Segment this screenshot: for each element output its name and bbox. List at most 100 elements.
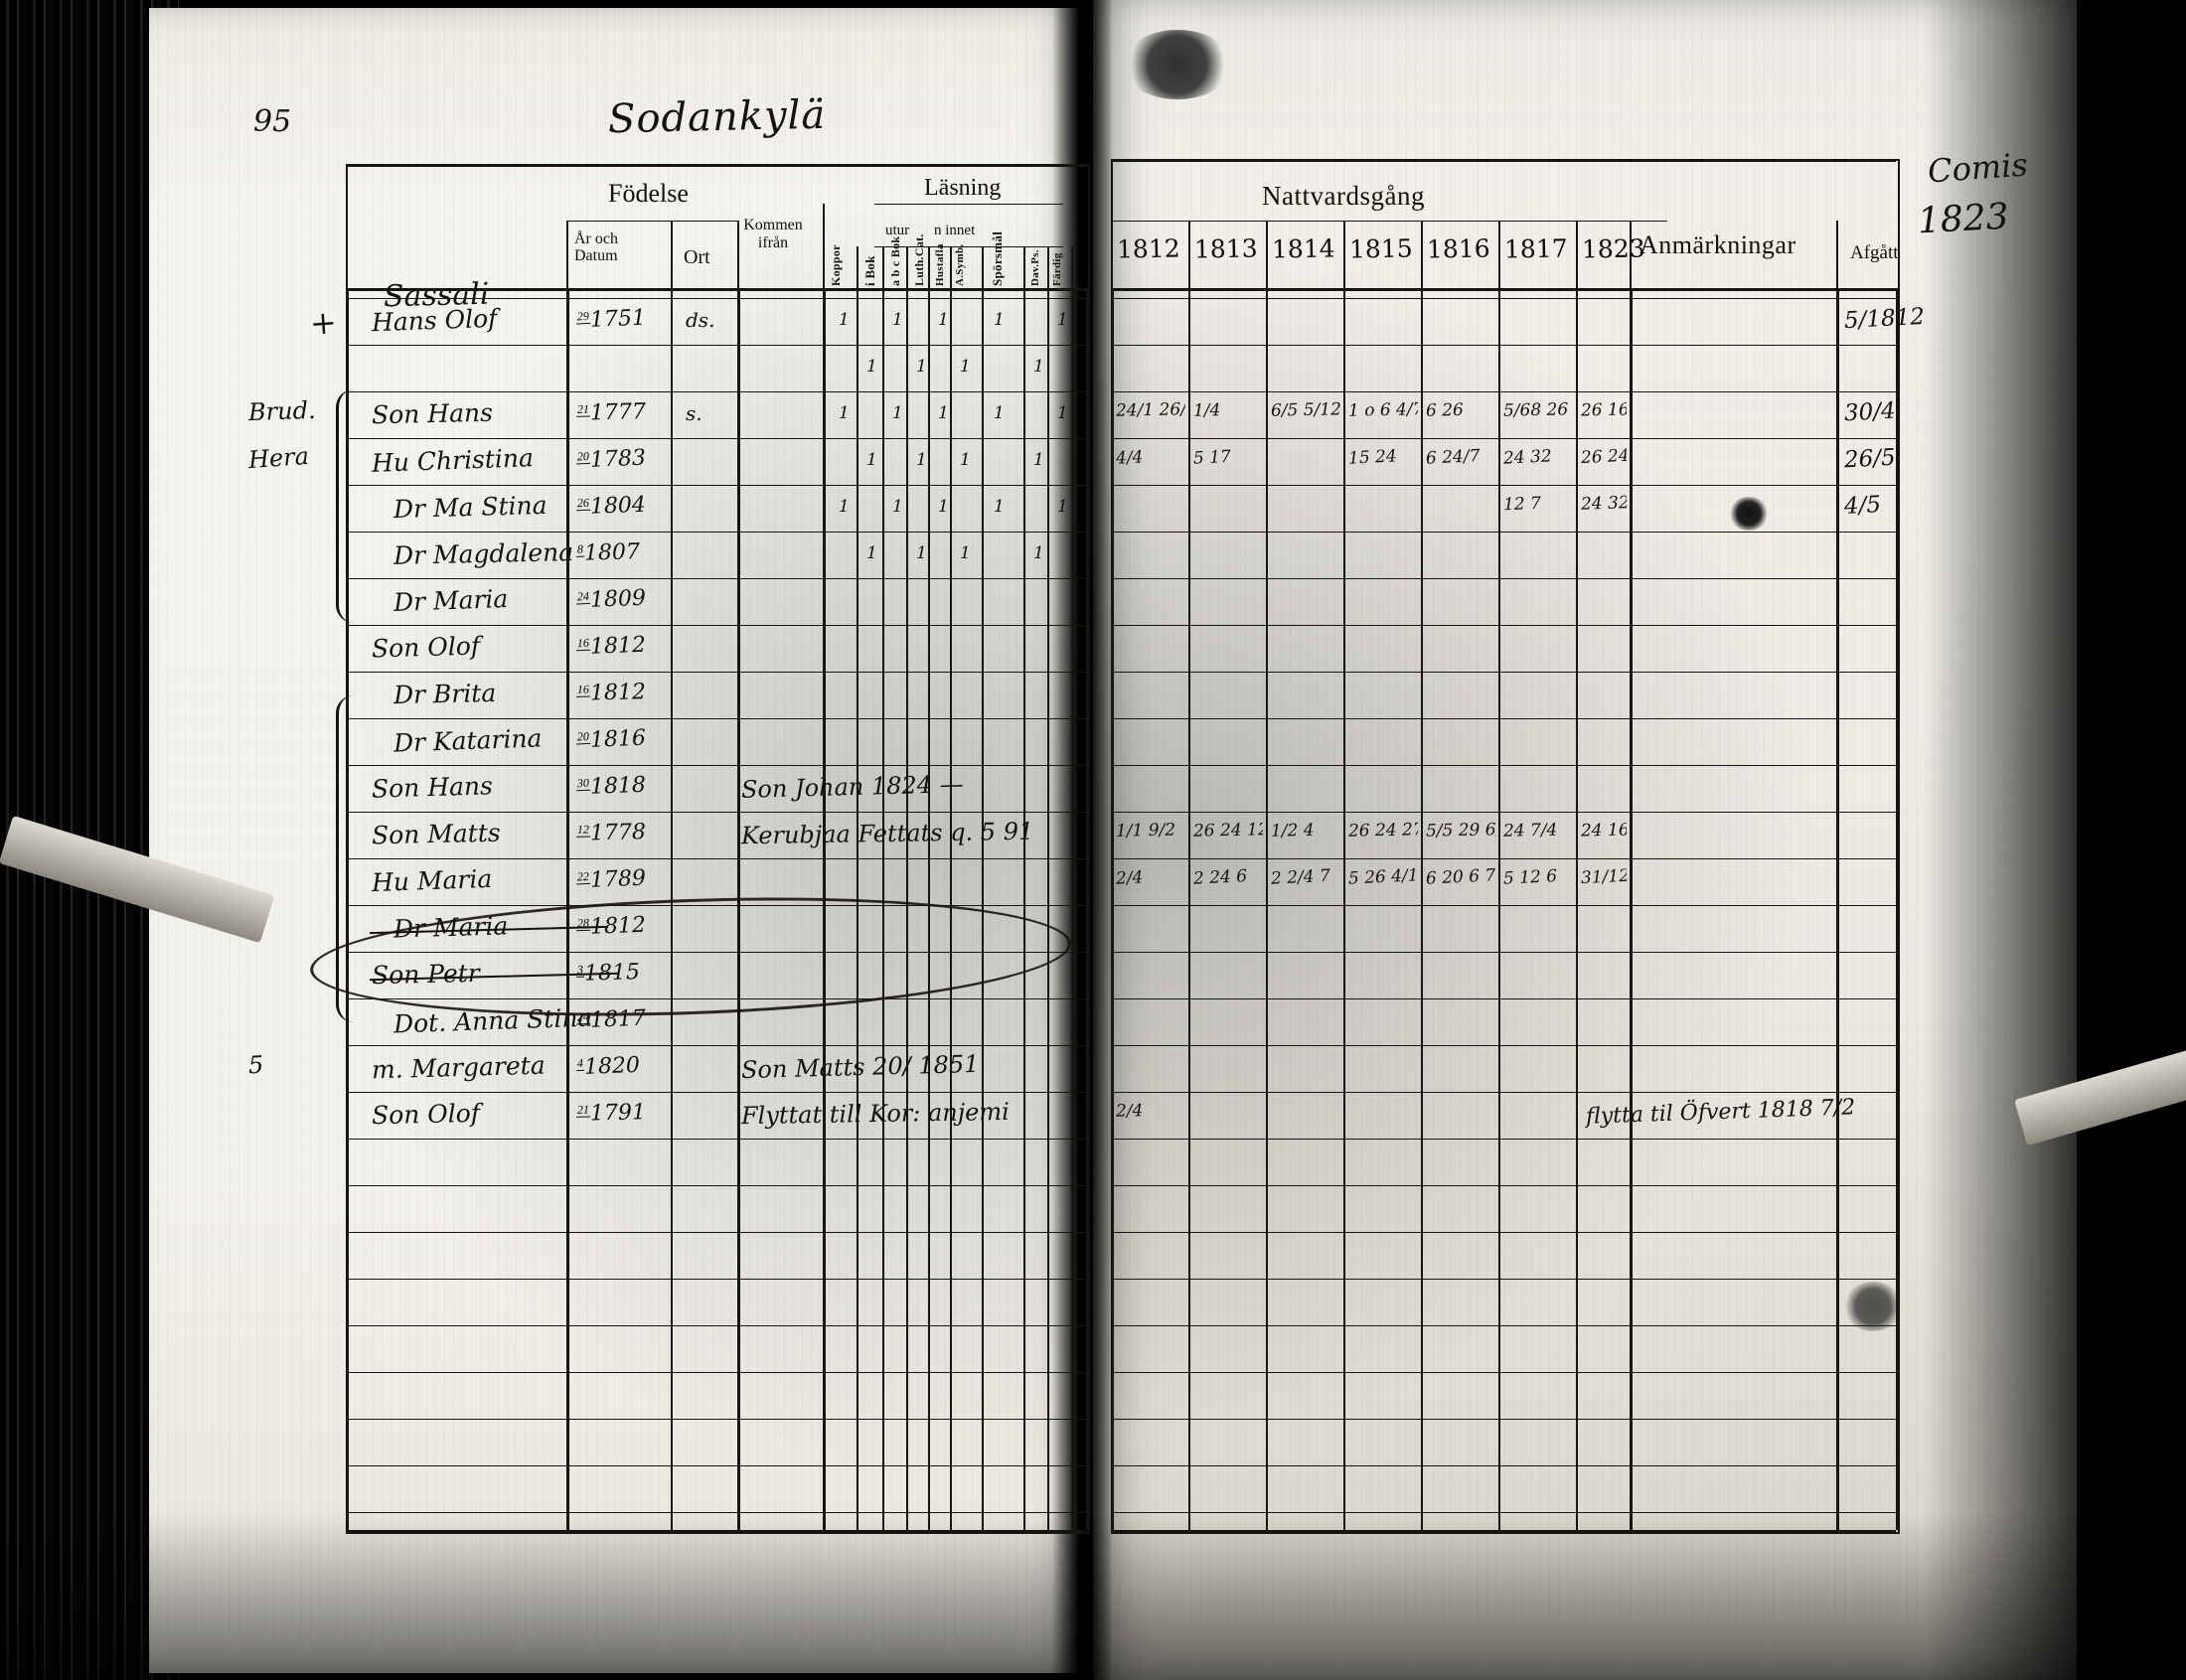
right-row-rule-22 [1111, 1325, 1896, 1327]
left-header-rule-3 [823, 204, 825, 288]
departed-value: 30/4 [1843, 397, 1897, 427]
reading-check-mark: 1 [892, 403, 903, 423]
left-row-rule-3 [346, 438, 1086, 440]
right-row-rule-2 [1111, 391, 1896, 393]
reading-check-mark: 1 [1057, 497, 1068, 517]
header-luth-cat: Luth.Cat. [912, 233, 926, 286]
come-from-value: Flyttat till Kor: anjemi [740, 1097, 1011, 1131]
reading-check-mark: 1 [866, 450, 877, 470]
left-col-rule-5 [857, 288, 859, 1530]
communion-entry: 24 32 [1502, 446, 1553, 469]
hrule-top-right [1111, 159, 1896, 162]
reading-check-mark: 1 [960, 543, 971, 563]
reading-check-mark: 1 [892, 310, 903, 330]
header-i-bok: i Bok [862, 255, 877, 286]
left-row-rule-22 [346, 1325, 1086, 1327]
communion-entry: 15 24 [1347, 446, 1398, 469]
left-header-rule-10 [1023, 246, 1025, 288]
communion-year-header-1814: 1814 [1271, 233, 1335, 264]
right-col-rule-8 [1836, 288, 1839, 1530]
person-name: Hu Christina [371, 443, 535, 478]
come-from-value: Son Johan 1824 — [740, 770, 964, 804]
right-col-rule-3 [1343, 288, 1345, 1530]
right-row-rule-25 [1111, 1465, 1896, 1467]
header-utur: utur [885, 223, 910, 238]
left-col-rule-14 [1086, 288, 1089, 1530]
reading-check-mark: 1 [866, 357, 877, 377]
communion-entry: 26 24 [1580, 445, 1628, 469]
birth-day: 21 [575, 402, 591, 417]
communion-entry: 26 24 12 [1192, 820, 1264, 841]
person-name: Hans Olof [371, 303, 498, 338]
left-col-rule-10 [982, 288, 984, 1530]
left-row-rule-1 [346, 345, 1086, 347]
birth-year: 1807 [583, 539, 641, 566]
birth-day: 16 [575, 636, 591, 652]
person-name: Dr Ma Stina [392, 490, 547, 525]
right-row-rule-10 [1111, 765, 1896, 767]
margin-mark: Hera [247, 441, 310, 475]
right-header-rule-0 [1188, 221, 1190, 288]
right-row-rule-1 [1111, 345, 1896, 347]
left-header-rule-0 [566, 221, 568, 288]
left-table-frame [346, 164, 1090, 1534]
left-col-rule-11 [1023, 288, 1025, 1530]
communion-entry: 24 16 26/7 [1580, 820, 1628, 841]
birth-day: 29 [575, 309, 591, 325]
left-row-rule-4 [346, 485, 1086, 487]
right-row-rule-14 [1111, 952, 1896, 954]
right-header-rule-7 [1836, 221, 1838, 288]
left-col-rule-7 [906, 288, 908, 1530]
left-header-rule-1 [671, 221, 673, 288]
person-name: Son Olof [371, 631, 481, 664]
right-row-rule-5 [1111, 532, 1896, 534]
right-row-rule-12 [1111, 858, 1896, 860]
right-row-rule-4 [1111, 485, 1896, 487]
left-col-rule-13 [1071, 288, 1074, 1530]
header-anmarkningar: Anmärkningar [1640, 230, 1796, 259]
hrule-under-lasning [874, 204, 1063, 206]
communion-entry: 26 24 27 [1347, 820, 1419, 841]
page-title: Sodankylä [607, 91, 827, 143]
communion-entry: 5 26 4/1 [1347, 865, 1419, 889]
person-name: Dr Maria [392, 583, 509, 618]
birth-place-value: ds. [686, 308, 715, 332]
left-row-rule-21 [346, 1279, 1086, 1281]
right-row-rule-3 [1111, 438, 1896, 440]
birth-date-cell: 30 1818 [575, 773, 647, 803]
right-header-rule-3 [1421, 221, 1423, 288]
left-header-rule-12 [1071, 246, 1073, 288]
communion-entry: 31/12 [1580, 865, 1628, 889]
communion-entry: 6 20 6 7 [1425, 865, 1496, 889]
birth-day: 26 [575, 496, 591, 512]
header-kommen-ifran: Kommen ifrån [743, 217, 803, 251]
reading-check-mark: 1 [1057, 403, 1068, 423]
reading-check-mark: 1 [839, 403, 850, 423]
communion-entry: 1/2 4 [1270, 820, 1315, 841]
right-row-rule-7 [1111, 625, 1896, 627]
birth-date-cell: 26 1804 [575, 493, 647, 523]
right-row-rule-9 [1111, 718, 1896, 720]
left-table-bottom [346, 1530, 1086, 1533]
birth-year: 1783 [589, 445, 647, 473]
right-header-rule-1 [1266, 221, 1268, 288]
left-row-rule-0 [346, 298, 1086, 300]
communion-entry: 24 7/4 [1502, 820, 1558, 841]
birth-date-cell: 16 1812 [575, 680, 647, 708]
right-header-rule-5 [1576, 221, 1578, 288]
birth-year: 1789 [589, 865, 647, 893]
left-header-rule-6 [906, 246, 908, 288]
reading-check-mark: 1 [1033, 450, 1044, 470]
right-col-rule-5 [1498, 288, 1500, 1530]
right-row-rule-26 [1111, 1512, 1896, 1514]
person-name: Son Hans [371, 771, 494, 804]
left-row-rule-26 [346, 1512, 1086, 1514]
communion-entry: 2 2/4 7 [1270, 865, 1331, 889]
person-name: m. Margareta [371, 1050, 546, 1085]
communion-entry: 12 7 [1502, 493, 1542, 516]
left-row-rule-15 [346, 998, 1086, 1000]
left-header-rule-2 [737, 221, 739, 288]
person-name: Son Hans [371, 397, 494, 430]
hrule-under-fodelse [566, 221, 737, 223]
reading-check-mark: 1 [866, 543, 877, 563]
